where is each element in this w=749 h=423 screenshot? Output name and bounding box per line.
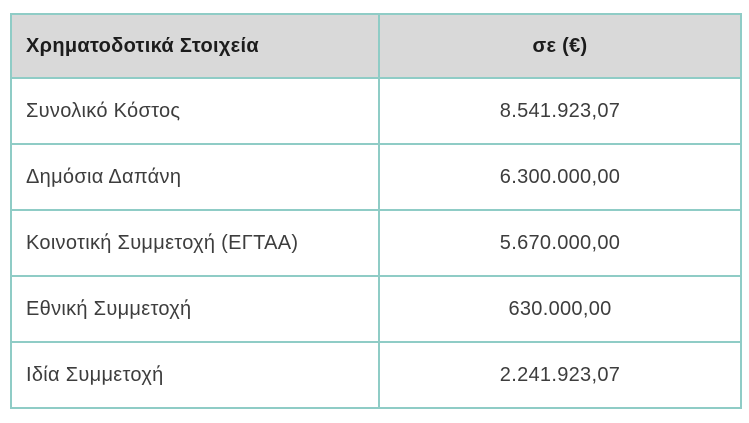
row-label: Ιδία Συμμετοχή <box>10 341 380 409</box>
row-label: Εθνική Συμμετοχή <box>10 275 380 343</box>
header-cell-amount: σε (€) <box>378 13 742 79</box>
table-row: Εθνική Συμμετοχή 630.000,00 <box>10 275 742 343</box>
row-label: Δημόσια Δαπάνη <box>10 143 380 211</box>
table-row: Δημόσια Δαπάνη 6.300.000,00 <box>10 143 742 211</box>
row-value: 2.241.923,07 <box>378 341 742 409</box>
table-header-row: Χρηματοδοτικά Στοιχεία σε (€) <box>10 13 742 79</box>
table-row: Συνολικό Κόστος 8.541.923,07 <box>10 77 742 145</box>
row-label: Συνολικό Κόστος <box>10 77 380 145</box>
table-row: Ιδία Συμμετοχή 2.241.923,07 <box>10 341 742 409</box>
financial-table: Χρηματοδοτικά Στοιχεία σε (€) Συνολικό Κ… <box>10 13 742 409</box>
row-value: 6.300.000,00 <box>378 143 742 211</box>
table-row: Κοινοτική Συμμετοχή (ΕΓΤΑΑ) 5.670.000,00 <box>10 209 742 277</box>
row-value: 5.670.000,00 <box>378 209 742 277</box>
header-cell-title: Χρηματοδοτικά Στοιχεία <box>10 13 380 79</box>
row-value: 8.541.923,07 <box>378 77 742 145</box>
row-value: 630.000,00 <box>378 275 742 343</box>
row-label: Κοινοτική Συμμετοχή (ΕΓΤΑΑ) <box>10 209 380 277</box>
